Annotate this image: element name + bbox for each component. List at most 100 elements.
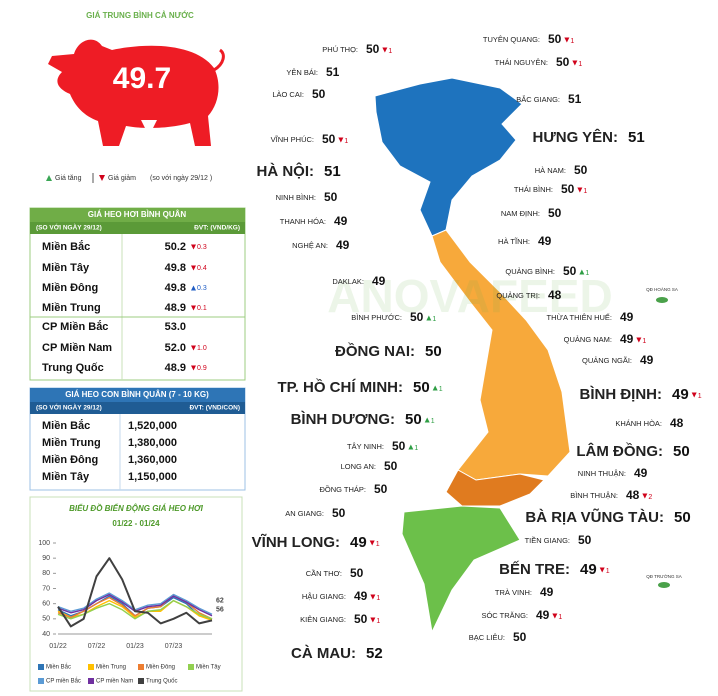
province-name: NGHỆ AN: — [292, 241, 328, 250]
end-label: 56 — [216, 607, 224, 614]
x-tick-label: 07/22 — [88, 643, 106, 650]
chart-subtitle: 01/22 - 01/24 — [112, 519, 160, 528]
province-price: 50 — [674, 509, 691, 526]
national-trend — [141, 120, 157, 136]
province-name: TÂY NINH: — [347, 442, 384, 451]
province-price: 50 — [561, 182, 575, 196]
island — [656, 297, 668, 303]
table-subtitle: (SO VỚI NGÀY 29/12) — [36, 223, 102, 232]
region-central — [431, 229, 571, 481]
province-name: KHÁNH HÒA: — [615, 419, 662, 428]
y-tick-label: 80 — [42, 570, 50, 577]
province-name: BÌNH ĐỊNH: — [580, 386, 663, 403]
province-name: BÌNH PHƯỚC: — [351, 313, 402, 322]
province-price: 50 — [413, 379, 430, 396]
province-change: 1 — [432, 316, 436, 323]
province-price: 50 — [354, 612, 368, 626]
row-region: CP Miền Bắc — [42, 320, 108, 333]
island-label: QĐ TRƯỜNG SA — [646, 573, 682, 579]
province-price: 49 — [634, 466, 648, 480]
region-southeast — [445, 469, 545, 507]
province-change: 1 — [558, 614, 562, 621]
row-price: 48.9 — [165, 302, 186, 314]
province-change: 1 — [376, 595, 380, 602]
province-name: BÀ RỊA VŨNG TÀU: — [525, 508, 664, 526]
row-region: Miền Tây — [42, 471, 90, 483]
row-price: 49.8 — [165, 262, 186, 274]
province-name: CẦN THƠ: — [306, 568, 342, 578]
province-price: 49 — [538, 234, 552, 248]
legend-swatch — [138, 664, 144, 670]
table-unit: ĐVT: (VND/CON) — [189, 405, 240, 412]
province-price: 51 — [324, 163, 341, 180]
province-price: 48 — [626, 488, 640, 502]
province-price: 50 — [556, 55, 570, 69]
trend-arrow — [338, 137, 344, 143]
trend-arrow — [642, 493, 648, 499]
table-title: GIÁ HEO CON BÌNH QUÂN (7 - 10 KG) — [65, 390, 209, 399]
province-name: SÓC TRĂNG: — [481, 611, 528, 620]
row-price: 53.0 — [165, 321, 186, 333]
legend-swatch — [38, 664, 44, 670]
row-change: 0.3 — [197, 285, 207, 292]
trend-arrow — [191, 345, 196, 351]
province-price: 49 — [354, 589, 368, 603]
trend-arrow — [564, 37, 570, 43]
row-change: 0.4 — [197, 265, 207, 272]
row-region: Miền Bắc — [42, 419, 90, 432]
trend-arrow — [191, 285, 196, 291]
province-name: BẾN TRE: — [499, 561, 570, 578]
legend-label: CP miền Nam — [96, 679, 133, 685]
province-name: TRÀ VINH: — [495, 588, 532, 597]
watermark: ANOVAFEED — [327, 270, 612, 322]
province-price: 50 — [332, 506, 346, 520]
trend-arrow — [191, 265, 196, 271]
legend-label: Miền Bắc — [46, 664, 71, 671]
province-change: 1 — [414, 445, 418, 452]
province-name: NAM ĐỊNH: — [501, 209, 540, 218]
province-change: 1 — [642, 338, 646, 345]
province-name: HÀ NAM: — [535, 166, 566, 175]
legend-note: (so với ngày 29/12 ) — [150, 175, 212, 182]
table-subheader — [30, 222, 245, 234]
province-change: 2 — [648, 494, 652, 501]
legend-label: Miền Tây — [196, 665, 221, 671]
national-title: GIÁ TRUNG BÌNH CẢ NƯỚC — [86, 11, 194, 20]
province-price: 51 — [628, 129, 645, 146]
row-price: 49.8 — [165, 282, 186, 294]
province-price: 49 — [536, 608, 550, 622]
row-region: CP Miền Nam — [42, 342, 112, 354]
island-label: QĐ HOÀNG SA — [646, 286, 678, 292]
trend-arrow — [579, 269, 585, 275]
province-name: QUẢNG NAM: — [564, 335, 612, 344]
province-price: 50 — [392, 439, 406, 453]
province-change: 1 — [583, 188, 587, 195]
row-region: Miền Tây — [42, 262, 90, 274]
province-change: 1 — [606, 568, 610, 575]
province-price: 48 — [548, 288, 562, 302]
province-price: 50 — [322, 132, 336, 146]
province-price: 49 — [372, 274, 386, 288]
province-price: 49 — [620, 310, 634, 324]
chart-frame — [29, 496, 243, 692]
province-change: 1 — [585, 270, 589, 277]
province-name: NINH THUẬN: — [578, 469, 626, 478]
province-price: 50 — [350, 566, 364, 580]
table-subtitle: (SO VỚI NGÀY 29/12) — [36, 403, 102, 412]
pig — [48, 39, 225, 146]
row-region: Miền Đông — [42, 454, 98, 466]
province-price: 50 — [405, 411, 422, 428]
legend-swatch — [88, 678, 94, 684]
trend-arrow — [432, 385, 438, 391]
province-price: 50 — [548, 32, 562, 46]
row-price: 52.0 — [165, 342, 186, 354]
province-name: THÁI NGUYÊN: — [495, 58, 548, 67]
province-price: 50 — [513, 630, 527, 644]
province-change: 1 — [376, 541, 380, 548]
row-price: 1,380,000 — [128, 437, 177, 449]
province-name: HÀ TĨNH: — [498, 237, 530, 246]
province-price: 50 — [324, 190, 338, 204]
row-price: 50.2 — [165, 241, 186, 253]
province-name: TIỀN GIANG: — [525, 535, 570, 545]
y-tick-label: 100 — [38, 540, 50, 547]
